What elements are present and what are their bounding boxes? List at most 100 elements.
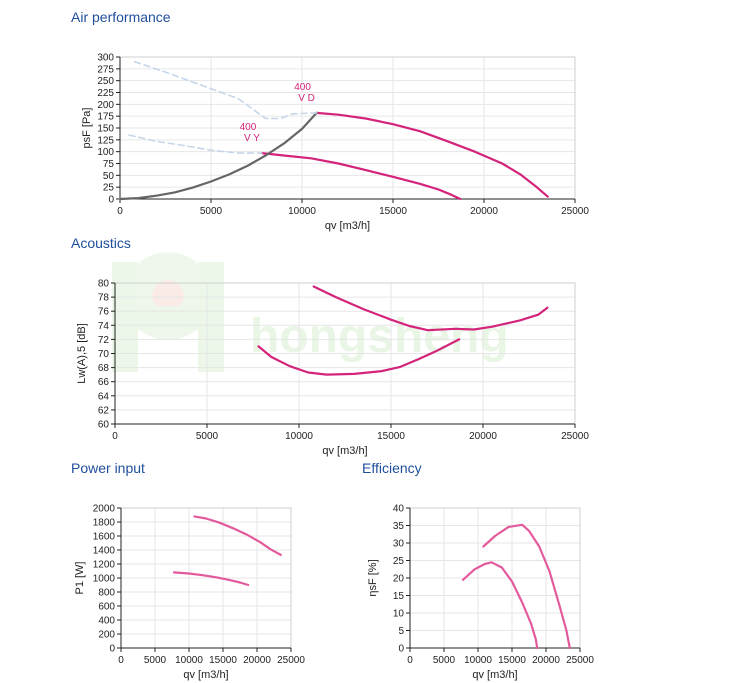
y-tick-label: 175 — [97, 112, 114, 123]
y-tick-label: 70 — [98, 349, 110, 360]
y-tick-label: 400 — [98, 616, 115, 627]
y-tick-label: 78 — [98, 293, 110, 304]
y-tick-label: 25 — [393, 556, 405, 567]
series-400-v-y-extension — [128, 134, 263, 154]
y-tick-label: 40 — [393, 504, 405, 515]
x-tick-label: 0 — [112, 431, 118, 442]
x-tick-label: 20000 — [243, 655, 271, 666]
series-400-v-y — [260, 152, 462, 201]
x-axis-label: qv [m3/h] — [325, 220, 370, 232]
series-400-v-d — [193, 515, 282, 557]
y-tick-label: 100 — [97, 147, 114, 158]
y-tick-label: 76 — [98, 307, 110, 318]
curve-label-400-v-d: 400 V D — [294, 82, 315, 104]
x-axis-label: qv [m3/h] — [183, 669, 228, 681]
y-tick-label: 62 — [98, 405, 110, 416]
series-400-v-d-extension — [133, 60, 318, 120]
x-tick-label: 25000 — [566, 655, 594, 666]
y-axis-label: psF [Pa] — [81, 108, 93, 149]
y-tick-label: 125 — [97, 135, 114, 146]
series-400-v-y — [461, 561, 539, 650]
series-system-curve — [118, 111, 318, 201]
x-axis-label: qv [m3/h] — [472, 669, 517, 681]
x-tick-label: 5000 — [433, 655, 456, 666]
series-400-v-y — [257, 338, 461, 376]
x-tick-label: 5000 — [200, 206, 223, 217]
y-tick-label: 2000 — [93, 504, 116, 515]
y-tick-label: 30 — [393, 539, 405, 550]
y-tick-label: 0 — [108, 195, 114, 206]
y-tick-label: 64 — [98, 391, 110, 402]
curve-label-line: 400 — [294, 82, 311, 93]
x-tick-label: 20000 — [532, 655, 560, 666]
y-tick-label: 50 — [103, 171, 115, 182]
acoustics-title: Acoustics — [71, 235, 131, 251]
y-tick-label: 35 — [393, 521, 405, 532]
curve-label-line: V Y — [244, 133, 260, 144]
y-tick-label: 0 — [398, 644, 404, 655]
air-performance-title: Air performance — [71, 9, 171, 25]
x-tick-label: 20000 — [469, 431, 497, 442]
series-400-v-d — [315, 111, 549, 198]
x-tick-label: 0 — [407, 655, 413, 666]
y-tick-label: 25 — [103, 183, 115, 194]
y-tick-label: 1000 — [93, 574, 116, 585]
y-tick-label: 150 — [97, 124, 114, 135]
y-tick-label: 10 — [393, 609, 405, 620]
y-tick-label: 200 — [98, 630, 115, 641]
y-tick-label: 800 — [98, 588, 115, 599]
y-tick-label: 200 — [97, 100, 114, 111]
y-axis-label: P1 [W] — [74, 561, 86, 594]
chart-air: 0 5000 10000 15000 20000 25000025507510012515… — [81, 53, 589, 233]
x-tick-label: 0 — [117, 206, 123, 217]
x-tick-label: 0 — [118, 655, 124, 666]
y-tick-label: 66 — [98, 377, 110, 388]
watermark-h-letter — [112, 262, 224, 372]
y-tick-label: 250 — [97, 76, 114, 87]
series-400-v-d — [482, 523, 571, 650]
y-tick-label: 20 — [393, 574, 405, 585]
y-tick-label: 300 — [97, 53, 114, 64]
y-tick-label: 74 — [98, 321, 110, 332]
y-tick-label: 5 — [398, 626, 404, 637]
x-tick-label: 5000 — [196, 431, 219, 442]
curve-label-line: V D — [298, 93, 315, 104]
y-tick-label: 60 — [98, 420, 110, 431]
series-400-v-d — [312, 285, 549, 332]
x-tick-label: 15000 — [209, 655, 237, 666]
x-tick-label: 10000 — [464, 655, 492, 666]
efficiency-title: Efficiency — [362, 460, 422, 476]
x-axis-label: qv [m3/h] — [322, 445, 367, 457]
x-tick-label: 25000 — [277, 655, 305, 666]
chart-power: 0 5000 10000 15000 20000 25000 0 200 400 600 800 10… — [74, 504, 305, 682]
watermark-fan-hub — [152, 280, 184, 312]
y-tick-label: 75 — [103, 159, 115, 170]
y-tick-label: 1400 — [93, 546, 116, 557]
x-tick-label: 15000 — [379, 206, 407, 217]
y-tick-label: 80 — [98, 279, 110, 290]
power-input-title: Power input — [71, 460, 145, 476]
curve-label-line: 400 — [240, 122, 257, 133]
x-tick-label: 15000 — [498, 655, 526, 666]
x-tick-label: 10000 — [175, 655, 203, 666]
x-tick-label: 20000 — [470, 206, 498, 217]
y-axis-label: ηsF [%] — [367, 559, 379, 596]
y-axis-label: Lw(A),5 [dB] — [76, 323, 88, 384]
y-tick-label: 72 — [98, 335, 110, 346]
y-tick-label: 1800 — [93, 518, 116, 529]
y-tick-label: 15 — [393, 591, 405, 602]
x-tick-label: 25000 — [561, 431, 589, 442]
y-tick-label: 1600 — [93, 532, 116, 543]
y-tick-label: 0 — [109, 644, 115, 655]
y-tick-label: 68 — [98, 363, 110, 374]
watermark-logo: hongsheng — [112, 252, 509, 372]
x-tick-label: 10000 — [285, 431, 313, 442]
curve-label-400-v-y: 400 V Y — [240, 122, 261, 144]
series-400-v-y — [172, 571, 250, 587]
x-tick-label: 25000 — [561, 206, 589, 217]
y-tick-label: 225 — [97, 88, 114, 99]
x-tick-label: 15000 — [377, 431, 405, 442]
x-tick-label: 5000 — [144, 655, 167, 666]
y-tick-label: 1200 — [93, 560, 116, 571]
